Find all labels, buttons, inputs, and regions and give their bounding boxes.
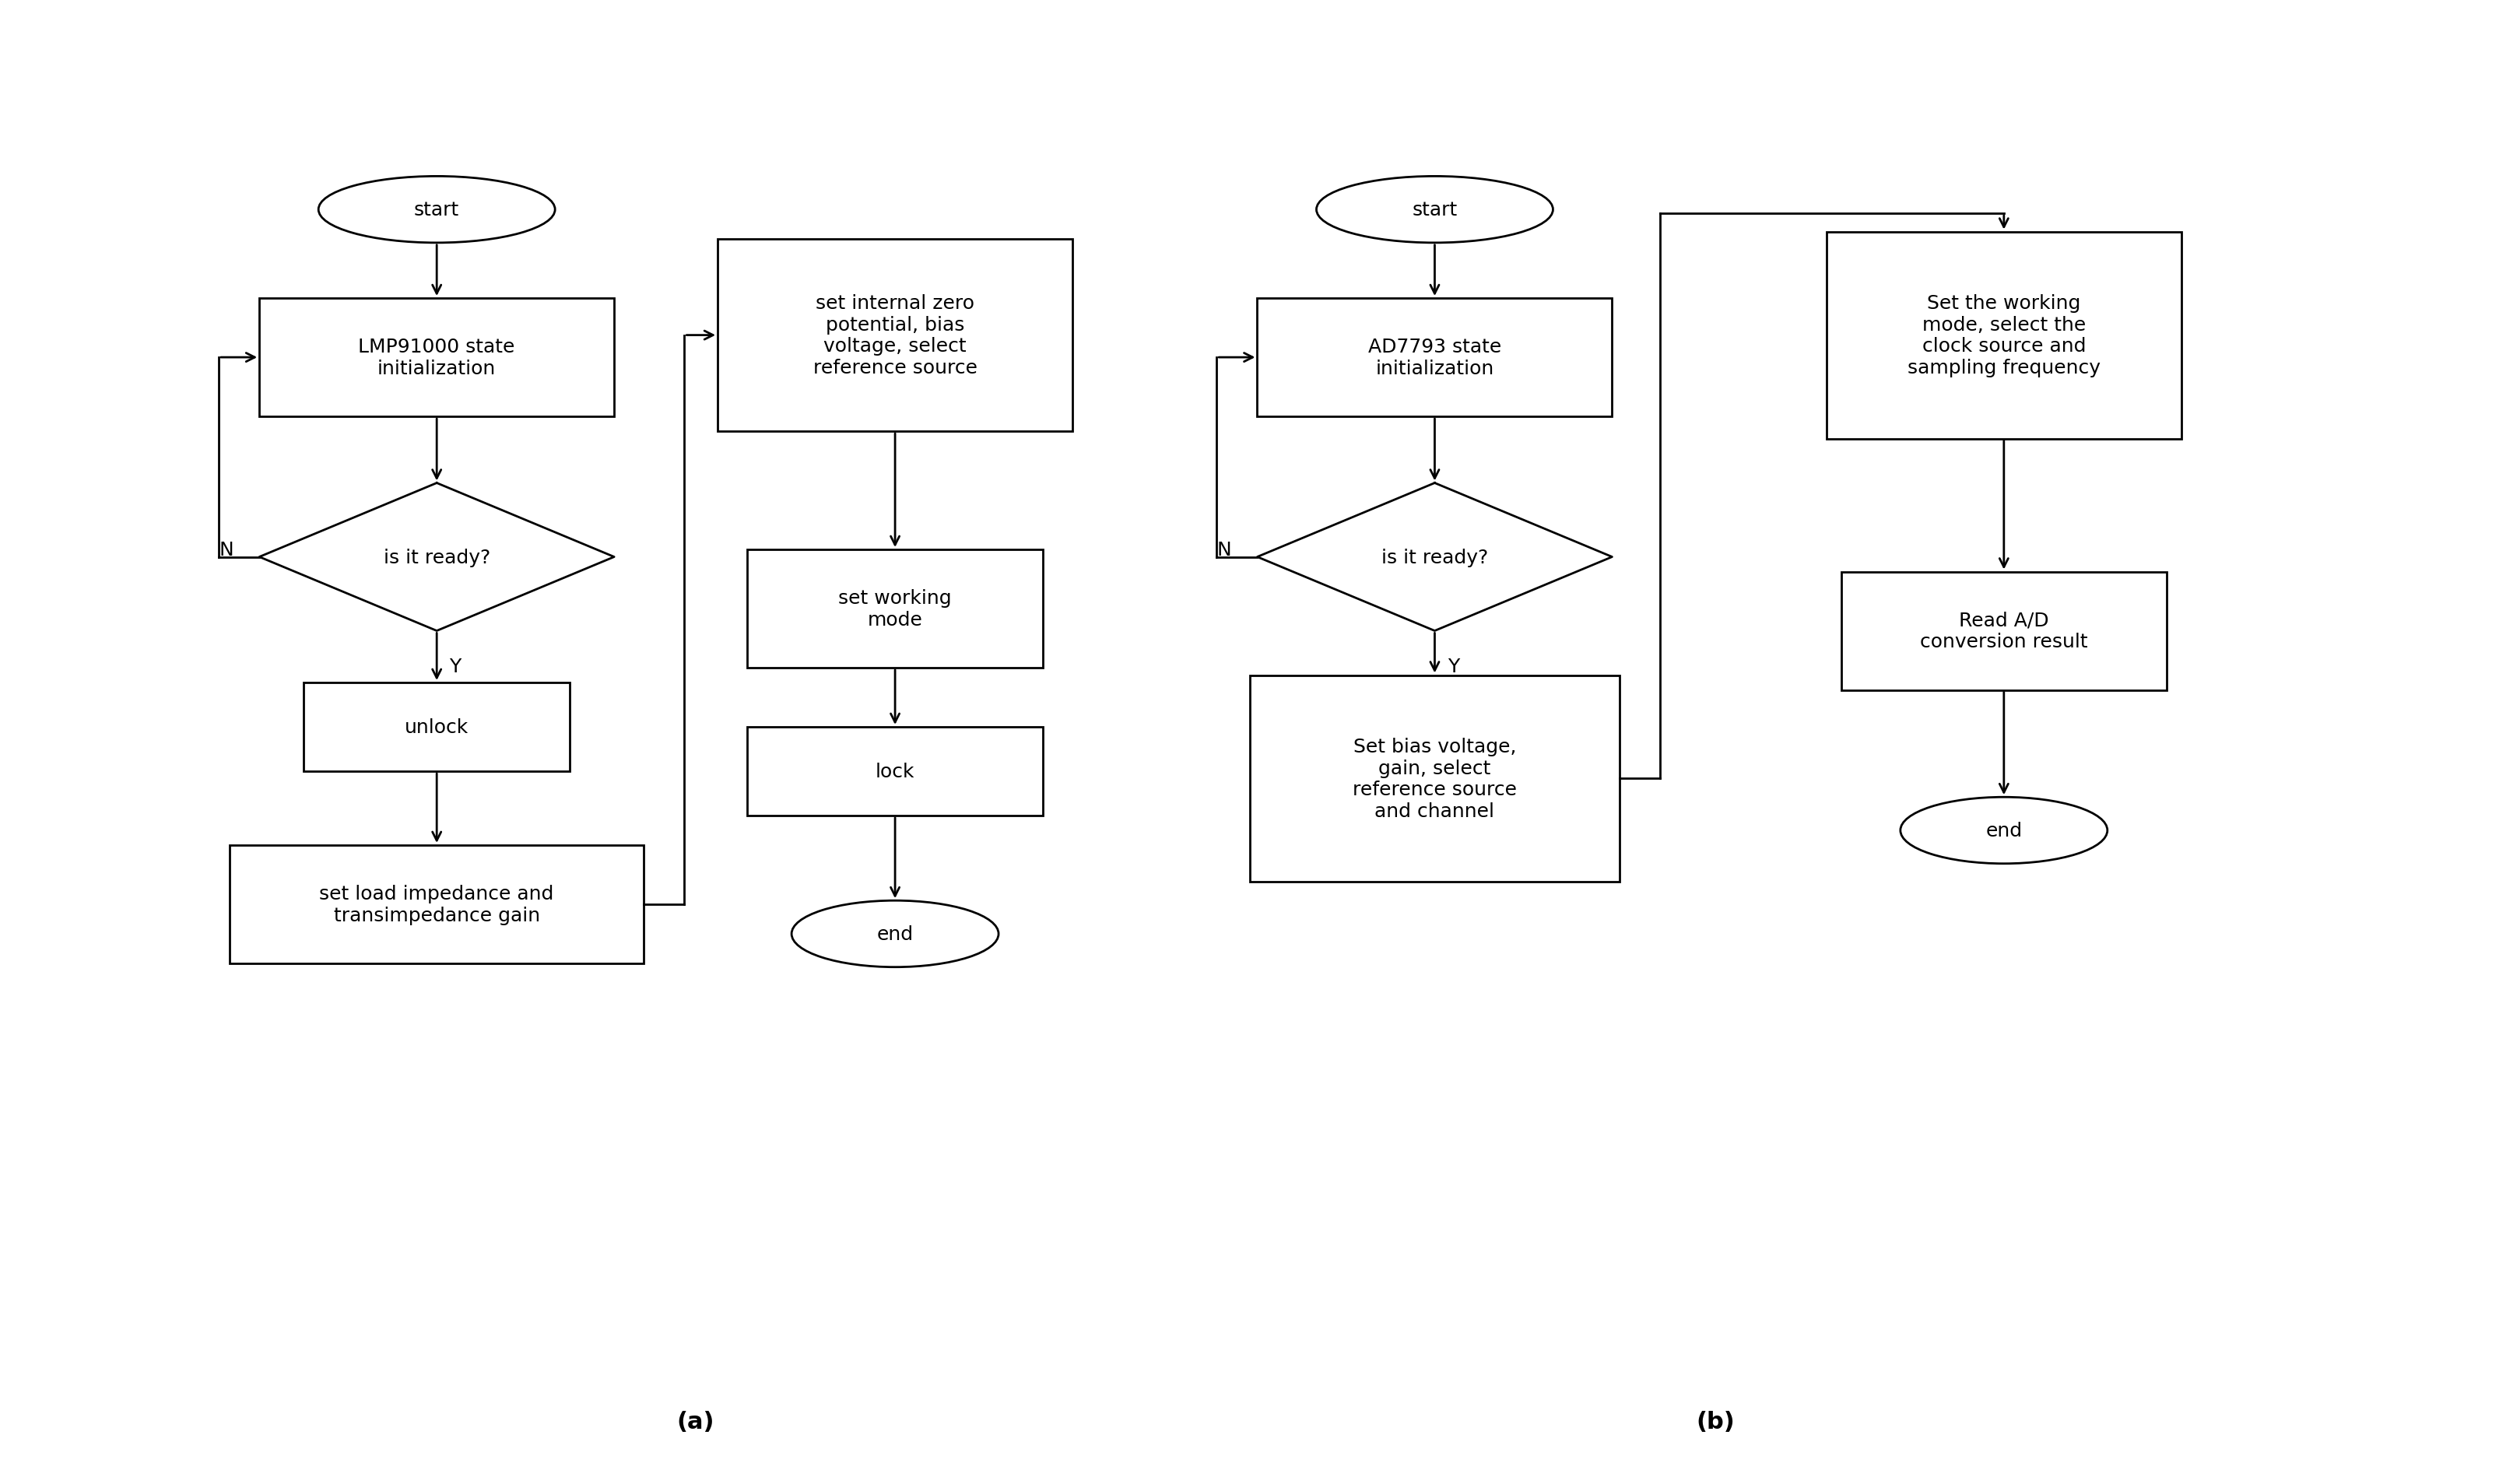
Text: Set bias voltage,
gain, select
reference source
and channel: Set bias voltage, gain, select reference…	[1352, 738, 1517, 821]
Ellipse shape	[1317, 177, 1552, 243]
Bar	[747, 727, 1042, 816]
Text: set internal zero
potential, bias
voltage, select
reference source: set internal zero potential, bias voltag…	[812, 294, 977, 377]
Ellipse shape	[792, 901, 997, 968]
Text: Read A/D
conversion result: Read A/D conversion result	[1919, 611, 2087, 651]
Bar	[1827, 233, 2182, 439]
Bar	[302, 683, 570, 772]
Text: lock: lock	[875, 763, 915, 781]
Bar	[747, 551, 1042, 668]
Text: set load impedance and
transimpedance gain: set load impedance and transimpedance ga…	[320, 884, 555, 925]
Text: end: end	[1984, 821, 2022, 840]
Text: N: N	[1217, 540, 1232, 559]
Text: Y: Y	[1447, 657, 1459, 675]
Text: is it ready?: is it ready?	[382, 548, 490, 567]
Polygon shape	[260, 484, 615, 631]
Bar	[1250, 675, 1619, 883]
Text: unlock: unlock	[405, 718, 470, 736]
Text: (a): (a)	[677, 1410, 715, 1434]
Bar	[1842, 573, 2167, 690]
Text: start: start	[415, 200, 460, 220]
Text: end: end	[877, 925, 912, 944]
Text: (b): (b)	[1697, 1410, 1734, 1434]
Text: start: start	[1412, 200, 1457, 220]
Text: AD7793 state
initialization: AD7793 state initialization	[1367, 338, 1502, 378]
Ellipse shape	[317, 177, 555, 243]
Bar	[1257, 298, 1612, 417]
Text: LMP91000 state
initialization: LMP91000 state initialization	[357, 338, 515, 378]
Polygon shape	[1257, 484, 1612, 631]
Bar	[717, 239, 1072, 432]
Bar	[260, 298, 615, 417]
Text: N: N	[220, 540, 232, 559]
Text: set working
mode: set working mode	[837, 589, 952, 629]
Text: Y: Y	[450, 657, 460, 675]
Ellipse shape	[1899, 797, 2107, 864]
Text: Set the working
mode, select the
clock source and
sampling frequency: Set the working mode, select the clock s…	[1907, 294, 2099, 377]
Text: is it ready?: is it ready?	[1382, 548, 1487, 567]
Bar	[230, 846, 645, 963]
